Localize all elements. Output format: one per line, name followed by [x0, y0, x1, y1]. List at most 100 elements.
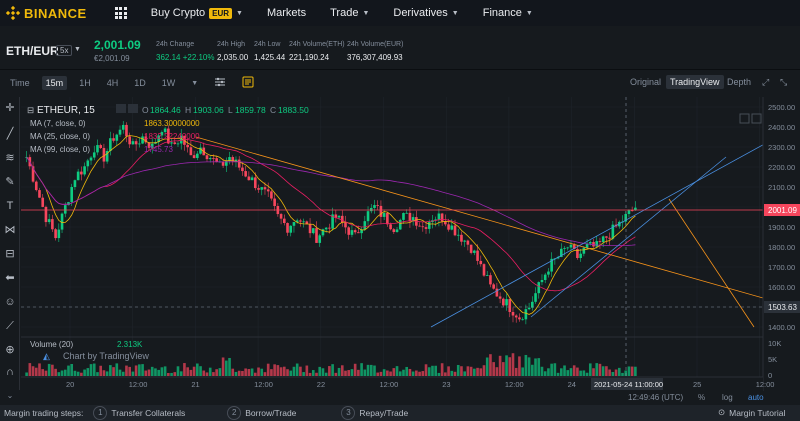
candle-body [518, 317, 521, 320]
nav-buy-crypto-label: Buy Crypto [150, 7, 206, 19]
crosshair-icon[interactable]: ✛ [5, 102, 15, 114]
nav-trade[interactable]: Trade ▼ [330, 7, 369, 19]
volume-bar [44, 370, 48, 376]
price-tick-label: 1900.00 [768, 223, 795, 232]
volume-bar [212, 372, 215, 376]
log-scale-toggle[interactable]: log [722, 393, 733, 402]
candle-body [502, 298, 505, 306]
trendline-orange-down[interactable] [668, 198, 755, 328]
step-3[interactable]: 3 Repay/Trade [341, 406, 408, 420]
interval-1d[interactable]: 1D [134, 78, 146, 88]
candle-body [379, 205, 383, 217]
price-tick-label: 2300.00 [768, 143, 795, 152]
nav-markets[interactable]: Markets [267, 7, 306, 19]
candle-body [421, 226, 425, 228]
more-intervals-icon[interactable]: ▼ [191, 79, 199, 87]
trendline-icon[interactable]: ╱ [6, 128, 14, 140]
candle-body [366, 211, 370, 222]
nav-derivatives[interactable]: Derivatives ▼ [393, 7, 458, 19]
candle-body [192, 155, 196, 159]
volume-bar [344, 370, 347, 376]
trendline-orange-upper[interactable] [195, 136, 771, 301]
chart-settings-icon[interactable] [238, 74, 258, 92]
volume-bar [292, 366, 296, 376]
pattern-icon[interactable]: ⋈ [4, 224, 16, 236]
ohlc-o-label: O [142, 105, 149, 115]
chart-svg[interactable]: 2500.002400.002300.002200.002100.002000.… [21, 97, 800, 391]
time-tick-label: 12:00 [380, 380, 399, 389]
time-tick-label: 12:00 [756, 380, 775, 389]
view-tradingview[interactable]: TradingView [666, 75, 724, 89]
nav-trade-label: Trade [330, 7, 359, 19]
text-icon[interactable]: T [6, 200, 14, 212]
fullscreen-icon[interactable]: ⤢ [762, 77, 770, 87]
view-original[interactable]: Original [630, 77, 662, 87]
magnet-icon[interactable]: ∩ [6, 366, 14, 378]
chevron-down-icon[interactable]: ▼ [74, 46, 81, 53]
volume-bar [179, 371, 183, 376]
volume-bar [431, 365, 434, 376]
candle-body [473, 250, 476, 253]
volume-bar [434, 365, 437, 376]
zoom-in-icon[interactable]: ⊕ [5, 344, 15, 356]
brush-icon[interactable]: ✎ [5, 176, 15, 188]
candle-body [118, 129, 122, 135]
stat-24h-high: 24h High 2,035.00 [217, 41, 248, 62]
volume-bar [634, 366, 637, 376]
volume-bar [89, 364, 93, 376]
trendline-blue-lower[interactable] [430, 140, 771, 328]
icons-icon[interactable]: ☺ [4, 296, 16, 308]
step-2[interactable]: 2 Borrow/Trade [227, 406, 296, 420]
volume-bar [360, 363, 363, 376]
back-arrow-icon[interactable]: ⬅ [5, 272, 15, 284]
legend-eye-icon[interactable] [116, 104, 126, 113]
volume-bar [495, 367, 499, 376]
candle-body [531, 301, 534, 308]
percent-scale-toggle[interactable]: % [698, 393, 706, 402]
nav-buy-crypto[interactable]: Buy Crypto EUR ▼ [151, 7, 243, 19]
volume-bar [25, 372, 28, 376]
step-label: Transfer Collaterals [111, 408, 186, 418]
legend-settings-icon[interactable] [128, 104, 138, 113]
pair-selector[interactable]: ETH/EUR [6, 44, 59, 58]
candle-body [408, 212, 412, 222]
chart-bottom-bar: ⌄ 12:49:46 (UTC) % log auto [0, 391, 800, 405]
step-1[interactable]: 1 Transfer Collaterals [93, 406, 185, 420]
candle-body [131, 141, 135, 145]
margin-tutorial-link[interactable]: ⊙ Margin Tutorial [718, 407, 785, 418]
ohlc-h-value: 1903.06 [193, 105, 224, 115]
prediction-icon[interactable]: ⊟ [5, 248, 15, 260]
ruler-icon[interactable]: ⟋ [6, 320, 14, 332]
candle-body [115, 134, 119, 141]
utc-clock[interactable]: 12:49:46 (UTC) [628, 393, 684, 402]
interval-1h[interactable]: 1H [79, 78, 91, 88]
interval-4h[interactable]: 4H [106, 78, 119, 88]
candle-body [634, 207, 637, 211]
nav-finance[interactable]: Finance ▼ [483, 7, 533, 19]
volume-bar [273, 364, 276, 376]
brand-logo[interactable]: BINANCE [6, 6, 87, 21]
interval-1w[interactable]: 1W [161, 78, 176, 88]
indicators-icon[interactable] [210, 75, 230, 91]
fib-icon[interactable]: ≋ [5, 152, 15, 164]
volume-bar [489, 354, 492, 376]
volume-bar [176, 366, 180, 376]
currency-badge: EUR [209, 7, 233, 19]
apps-grid-icon[interactable] [114, 7, 127, 19]
auto-scale-toggle[interactable]: auto [748, 393, 764, 402]
volume-bar [115, 363, 119, 376]
volume-bar [121, 371, 125, 376]
volume-bar [186, 367, 189, 376]
chart-maximize-icon[interactable] [739, 113, 750, 124]
price-chart[interactable]: 2500.002400.002300.002200.002100.002000.… [21, 97, 800, 391]
volume-bar [63, 369, 67, 376]
candle-body [76, 171, 80, 181]
legend-collapse-icon[interactable]: ⊟ [27, 105, 34, 115]
expand-icon[interactable]: ⤡ [780, 77, 788, 87]
interval-15m[interactable]: 15m [41, 76, 68, 90]
chart-close-icon[interactable] [751, 113, 762, 124]
view-depth[interactable]: Depth [727, 77, 752, 87]
candle-body [328, 227, 331, 229]
trendline-blue-upper[interactable] [530, 156, 727, 318]
chevron-down-icon[interactable]: ⌄ [6, 391, 14, 400]
